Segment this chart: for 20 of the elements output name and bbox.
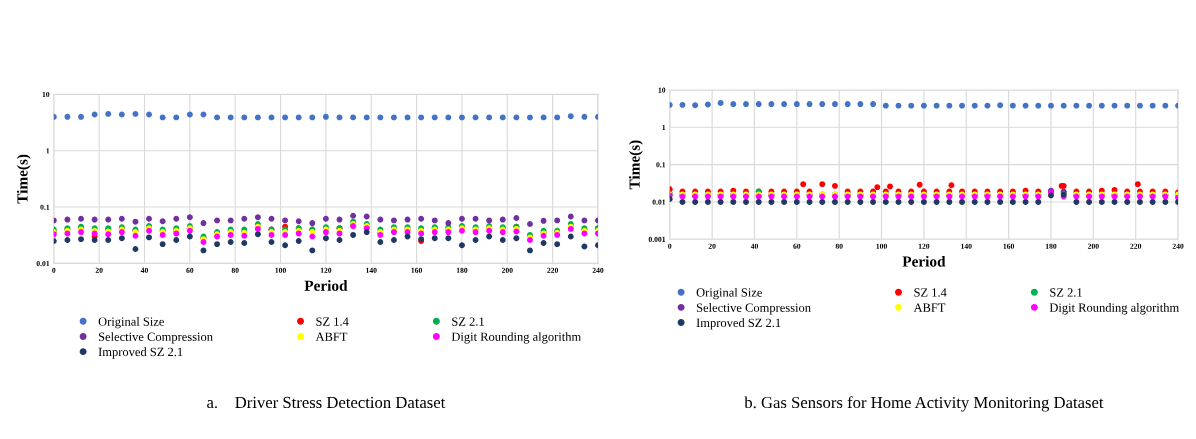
y-axis-title: Time(s) xyxy=(629,140,643,190)
legend-label: Original Size xyxy=(98,316,164,329)
text: a. Driver Stress Detection Dataset xyxy=(207,396,446,409)
legend-label: SZ 1.4 xyxy=(316,317,349,326)
legend-label: Improved SZ 2.1 xyxy=(696,318,781,330)
text: b. Gas Sensors for Home Activity Monitoring Dataset xyxy=(744,396,1104,412)
legend-label: Selective Compression xyxy=(98,332,213,344)
legend-label: Digit Rounding algorithm xyxy=(1049,303,1180,315)
x-axis-title: Period xyxy=(902,255,946,267)
legend-label: Improved SZ 2.1 xyxy=(98,347,183,359)
x-axis-title: Period xyxy=(304,280,348,291)
y-axis-title: Time(s) xyxy=(16,154,31,204)
legend-label: SZ 2.1 xyxy=(1050,288,1082,297)
legend-label: Original Size xyxy=(696,287,762,300)
legend-label: ABFT xyxy=(913,303,946,312)
legend-label: Digit Rounding algorithm xyxy=(451,332,582,344)
legend-label: SZ 2.1 xyxy=(452,317,484,326)
legend-label: Selective Compression xyxy=(696,303,811,315)
legend-label: SZ 1.4 xyxy=(914,288,947,297)
legend-label: ABFT xyxy=(315,332,348,341)
